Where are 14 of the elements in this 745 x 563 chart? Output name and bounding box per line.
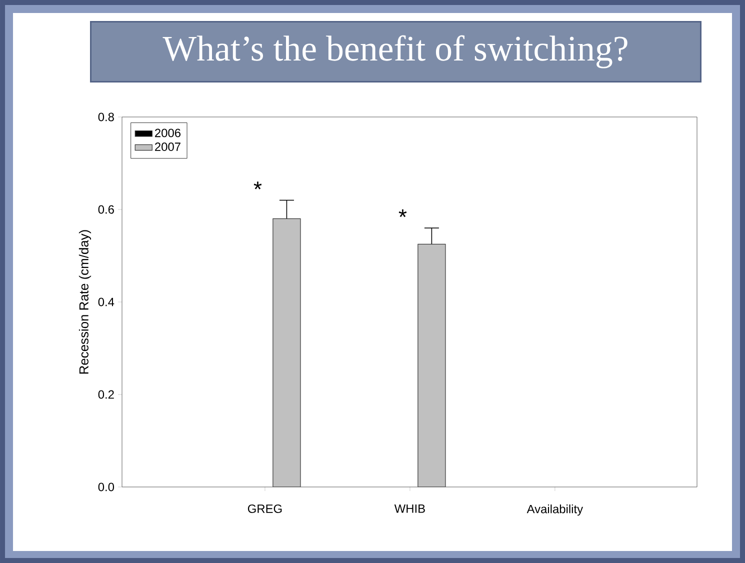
text: What’s the benefit of switching? (162, 35, 628, 68)
annotation: * (398, 209, 407, 218)
legend-label: 2007 (155, 142, 180, 152)
y-tick-label: 0.2 (98, 390, 114, 399)
y-tick-label: 0.0 (98, 482, 114, 492)
y-tick-label: 0.4 (98, 298, 114, 306)
y-tick-label: 0.8 (98, 112, 114, 122)
x-tick-label: Availability (526, 504, 584, 516)
x-tick-label: WHIB (394, 504, 425, 513)
annotation: * (254, 182, 262, 190)
y-tick-label: 0.6 (98, 205, 114, 214)
x-tick-label: GREG (248, 504, 282, 513)
y-axis-title: Recession Rate (cm/day) (78, 230, 92, 374)
legend-label: 2006 (155, 128, 180, 138)
